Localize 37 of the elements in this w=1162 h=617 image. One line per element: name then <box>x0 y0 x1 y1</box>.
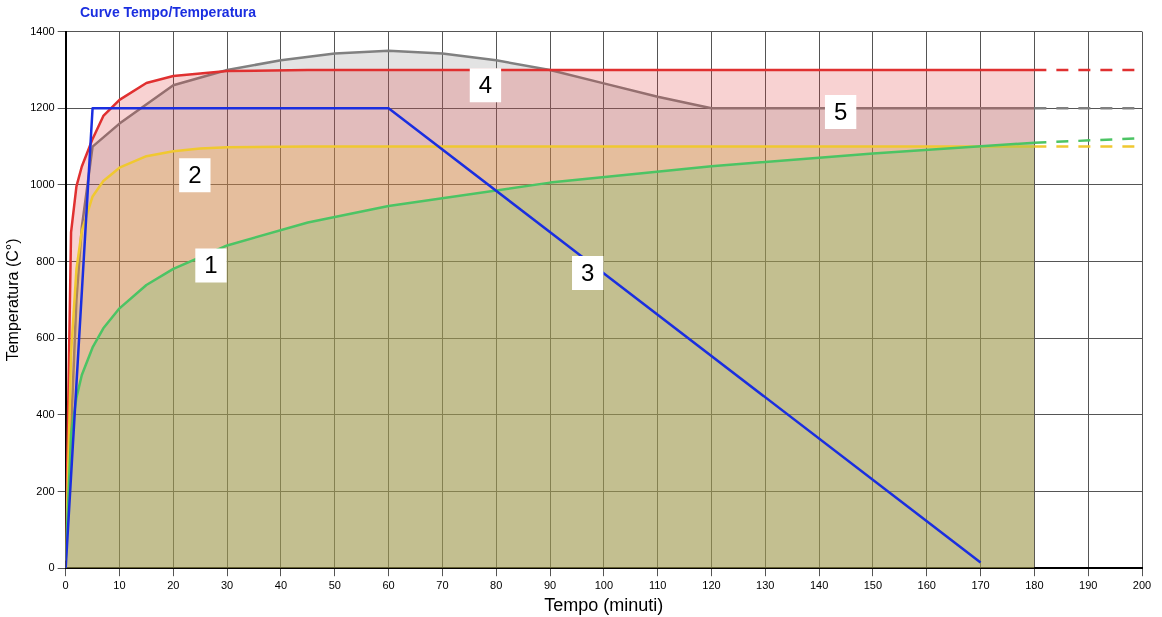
y-tick-label: 800 <box>36 254 55 267</box>
x-tick-label: 150 <box>863 578 883 591</box>
x-tick-label: 60 <box>382 578 395 591</box>
y-tick-label: 1200 <box>30 101 55 114</box>
x-tick-label: 120 <box>702 578 721 591</box>
x-tick-label: 80 <box>490 578 503 591</box>
x-tick-label: 180 <box>1025 578 1044 591</box>
y-tick-label: 600 <box>36 331 55 344</box>
x-tick-label: 30 <box>221 578 234 591</box>
x-tick-label: 10 <box>113 578 126 591</box>
annotation: 5 <box>833 97 848 125</box>
x-tick-label: 70 <box>436 578 449 591</box>
chart-title: Curve Tempo/Temperatura <box>80 4 257 20</box>
x-tick-label: 40 <box>274 578 288 591</box>
x-tick-label: 50 <box>328 578 341 591</box>
x-tick-label: 0 <box>62 578 69 591</box>
y-tick-label: 200 <box>36 484 55 497</box>
x-tick-label: 200 <box>1132 578 1152 591</box>
annotation: 4 <box>478 70 493 98</box>
x-tick-label: 90 <box>543 578 557 591</box>
x-tick-label: 140 <box>809 578 829 591</box>
x-tick-label: 100 <box>594 578 614 591</box>
y-tick-label: 400 <box>36 407 55 420</box>
x-tick-label: 170 <box>971 578 990 591</box>
annotation: 2 <box>188 160 202 188</box>
y-axis-title: Temperatura (C°) <box>4 238 22 362</box>
x-axis-title: Tempo (minuti) <box>544 595 664 616</box>
x-tick-label: 160 <box>917 578 936 591</box>
x-tick-label: 190 <box>1079 578 1098 591</box>
x-tick-label: 110 <box>648 578 667 591</box>
y-tick-label: 1400 <box>30 24 55 37</box>
x-tick-label: 20 <box>167 578 180 591</box>
annotation: 1 <box>204 251 218 279</box>
y-tick-label: 0 <box>48 561 55 574</box>
x-tick-label: 130 <box>756 578 775 591</box>
annotation: 3 <box>581 258 595 286</box>
y-tick-label: 1000 <box>30 177 55 190</box>
